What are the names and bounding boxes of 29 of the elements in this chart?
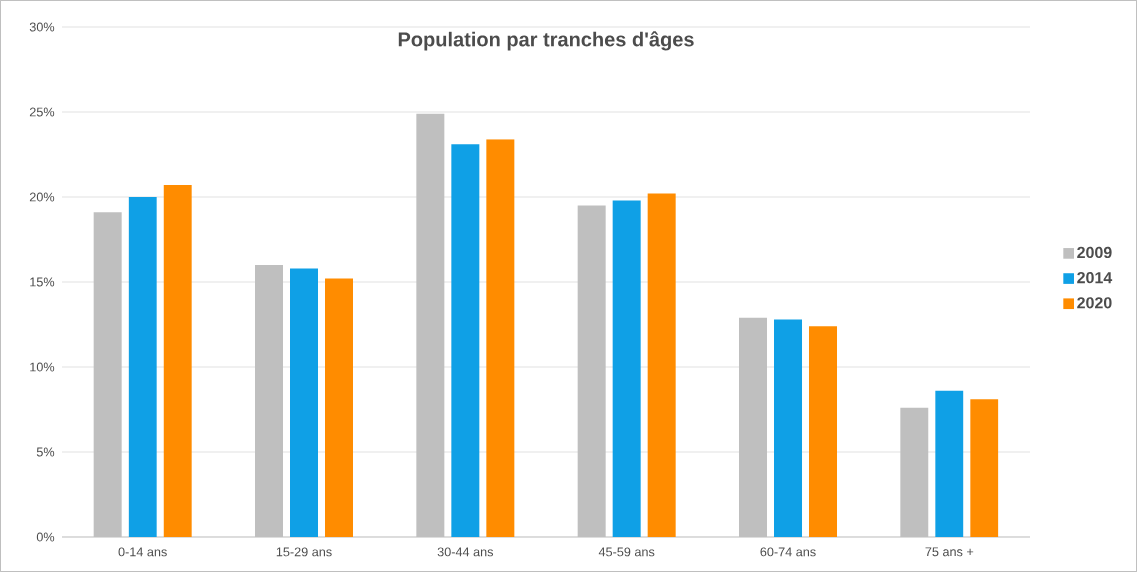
x-tick-label: 30-44 ans — [437, 547, 494, 557]
bar — [647, 193, 676, 537]
x-tick-label: 45-59 ans — [598, 547, 655, 557]
legend-label: 2009 — [1077, 246, 1112, 259]
legend-label: 2014 — [1077, 271, 1113, 284]
legend-label: 2020 — [1077, 297, 1112, 309]
x-tick-label: 15-29 ans — [276, 547, 332, 557]
bar — [935, 390, 964, 537]
y-tick-label: 5% — [36, 447, 55, 457]
bar — [774, 319, 803, 537]
bar — [612, 200, 641, 537]
bar — [809, 326, 838, 537]
y-tick-label: 30% — [29, 22, 55, 32]
x-tick-label: 60-74 ans — [760, 547, 816, 557]
bar — [325, 278, 354, 537]
chart-title: Population par tranches d'âges — [398, 31, 694, 51]
y-tick-label: 15% — [30, 277, 55, 287]
y-tick-label: 20% — [29, 192, 55, 202]
bar — [451, 144, 480, 537]
y-tick-label: 0% — [36, 532, 55, 542]
bar — [970, 399, 999, 537]
bar — [486, 139, 515, 537]
bar — [290, 268, 318, 537]
y-tick-label: 25% — [29, 107, 55, 117]
bar — [163, 185, 192, 537]
x-tick-label: 0-14 ans — [118, 547, 167, 557]
x-tick-label: 75 ans + — [925, 547, 974, 557]
y-tick-label: 10% — [30, 362, 55, 372]
bar — [128, 197, 157, 537]
